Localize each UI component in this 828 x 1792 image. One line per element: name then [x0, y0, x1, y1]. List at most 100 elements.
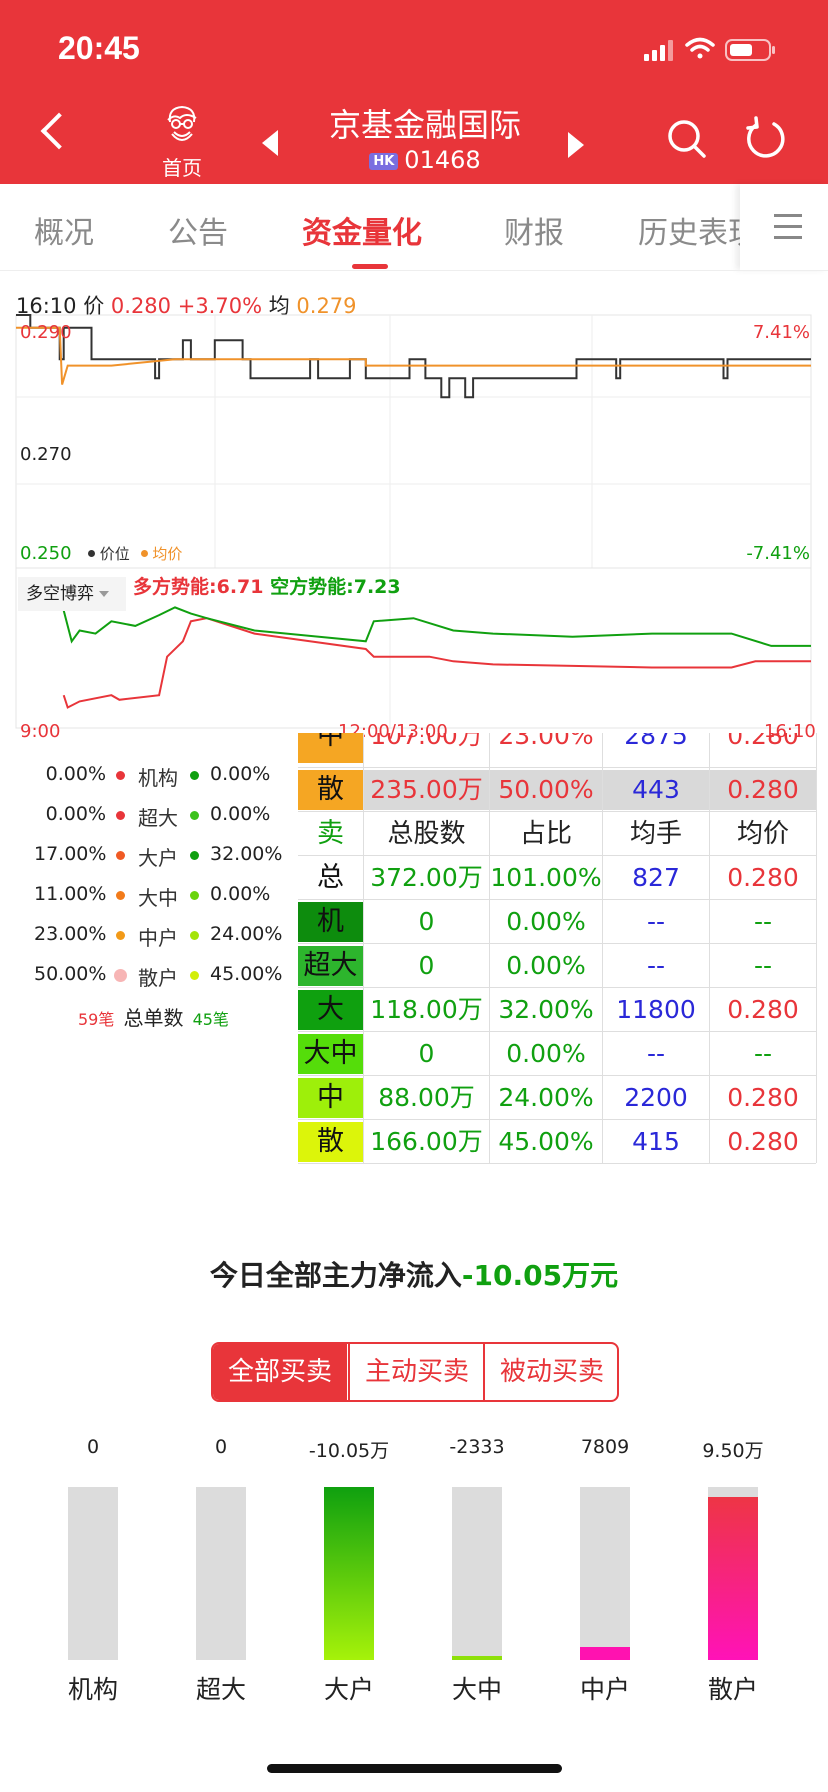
- bar-fill: [324, 1487, 374, 1660]
- header-pct: 占比: [519, 819, 572, 849]
- x-tick-open: 9:00: [20, 721, 61, 742]
- bar-label: 散户: [707, 1675, 758, 1704]
- stock-name: 京基金融国际: [328, 106, 521, 144]
- stock-code: 01468: [404, 146, 481, 174]
- row-label: 散: [298, 770, 363, 810]
- app-header: 20:45: [0, 0, 828, 184]
- bar-track: [68, 1487, 118, 1660]
- sell-dot: [190, 891, 199, 900]
- cell-pct: 45.00%: [498, 1127, 594, 1156]
- buy-dot: [114, 969, 127, 982]
- cell-shares: 107.00万: [370, 733, 483, 750]
- tab-financials[interactable]: 财报: [504, 216, 564, 251]
- buy-pct: 17.00%: [34, 843, 107, 865]
- table-gridline: [298, 811, 816, 812]
- avg-price: 0.279: [296, 294, 357, 318]
- sell-section-label: 卖: [317, 818, 344, 849]
- table-gridline: [298, 1119, 816, 1120]
- table-gridline: [602, 733, 603, 1163]
- tab-announcements[interactable]: 公告: [168, 216, 228, 251]
- legend-name: 超大: [138, 806, 178, 830]
- bar-label: 大中: [451, 1675, 502, 1704]
- cell-shares: 88.00万: [378, 1083, 475, 1112]
- bull-power-series-line: [62, 617, 811, 709]
- home-avatar-icon: [167, 105, 197, 141]
- cell-avg-price: 0.280: [727, 995, 799, 1024]
- refresh-icon[interactable]: [744, 116, 788, 160]
- legend-name: 大户: [138, 846, 178, 870]
- buy-pct: 23.00%: [34, 923, 107, 945]
- search-icon[interactable]: [666, 118, 708, 160]
- sell-pct: 0.00%: [210, 763, 271, 785]
- legend-name: 大中: [138, 886, 178, 910]
- bull-bear-title: 多空博弈: [26, 584, 94, 604]
- total-buy-orders: 59笔: [78, 1010, 115, 1029]
- prev-stock-icon[interactable]: [262, 130, 278, 156]
- table-gridline: [298, 943, 816, 944]
- market-badge: HK: [369, 153, 399, 170]
- cell-pct: 0.00%: [506, 907, 586, 936]
- cell-avg-price: 0.280: [727, 733, 799, 750]
- row-label: 大中: [298, 1034, 363, 1074]
- bear-value: 7.23: [353, 576, 401, 598]
- wifi-icon: [685, 37, 715, 59]
- back-icon[interactable]: [40, 112, 78, 150]
- tab-active-indicator: [352, 264, 388, 269]
- sell-pct: 24.00%: [210, 923, 283, 945]
- cell-avg-price: --: [753, 1039, 773, 1068]
- chart-grid: [15, 314, 812, 729]
- tab-overview[interactable]: 概况: [34, 216, 94, 251]
- cell-shares: 372.00万: [370, 863, 483, 892]
- y-tick-right-bottom: -7.41%: [746, 543, 810, 564]
- table-gridline: [298, 899, 816, 900]
- divider: [0, 270, 828, 271]
- cell-avg-price: 0.280: [727, 1083, 799, 1112]
- tab-fund-quant[interactable]: 资金量化: [302, 216, 422, 251]
- buy-pct: 11.00%: [34, 883, 107, 905]
- tab-history[interactable]: 历史表现: [638, 216, 758, 251]
- segment-all-trades[interactable]: 全部买卖: [213, 1344, 347, 1400]
- home-indicator: [267, 1764, 562, 1773]
- cell-pct: 23.00%: [498, 733, 594, 750]
- table-gridline: [298, 1163, 816, 1164]
- buy-dot: [116, 851, 125, 860]
- bar-value: 9.50万: [702, 1440, 764, 1462]
- cell-shares: 118.00万: [370, 995, 483, 1024]
- dropdown-icon: [99, 591, 110, 597]
- cell-pct: 24.00%: [498, 1083, 594, 1112]
- bear-label: 空方势能:: [270, 576, 354, 598]
- stock-code-line: HK 01468: [300, 146, 550, 174]
- price-change: +3.70%: [177, 294, 263, 318]
- x-tick-noon: 12:00/13:00: [338, 721, 448, 742]
- sell-pct: 45.00%: [210, 963, 283, 985]
- bull-label: 多方势能:: [133, 576, 217, 598]
- segment-passive-trades[interactable]: 被动买卖: [483, 1344, 617, 1400]
- price-series-line: [16, 314, 811, 399]
- legend-price-label: 价位: [99, 545, 130, 563]
- cell-avg-price: 0.280: [727, 1127, 799, 1156]
- total-orders-label: 总单数: [123, 1006, 184, 1030]
- home-button[interactable]: 首页: [152, 104, 212, 181]
- net-inflow-value: -10.05万元: [461, 1259, 619, 1292]
- bar-fill: [452, 1656, 502, 1660]
- cell-shares: 0: [418, 951, 435, 980]
- table-gridline: [816, 733, 817, 1163]
- tab-menu-button[interactable]: [740, 184, 828, 270]
- next-stock-icon[interactable]: [568, 132, 584, 158]
- x-tick-close: 16:10: [764, 721, 816, 742]
- bull-bear-selector[interactable]: 多空博弈: [18, 577, 126, 611]
- avg-label: 均: [268, 294, 290, 318]
- bar-track: [580, 1487, 630, 1660]
- bar-label: 中户: [579, 1675, 630, 1704]
- cell-pct: 50.00%: [498, 775, 594, 804]
- intraday-chart: [15, 314, 812, 729]
- y-tick-top: 0.290: [20, 322, 72, 343]
- bar-fill: [708, 1496, 758, 1660]
- cell-pct: 0.00%: [506, 1039, 586, 1068]
- cell-pct: 0.00%: [506, 951, 586, 980]
- price-label: 价: [83, 294, 105, 318]
- cell-avg-price: --: [753, 951, 773, 980]
- segment-active-trades[interactable]: 主动买卖: [348, 1344, 484, 1400]
- sell-dot: [190, 851, 199, 860]
- table-gridline: [709, 733, 710, 1163]
